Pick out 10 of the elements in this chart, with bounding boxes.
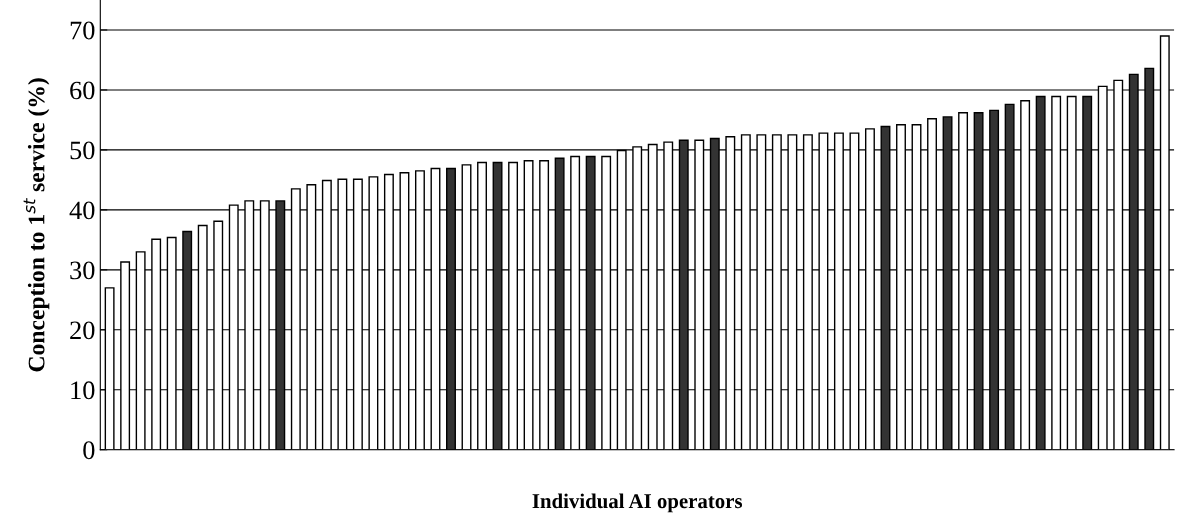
y-tick-label: 10 xyxy=(71,381,95,400)
x-axis-title: Individual AI operators xyxy=(532,493,743,513)
y-tick-label: 0 xyxy=(83,441,95,460)
y-tick-label: 30 xyxy=(70,261,95,280)
y-axis-title: Conception to 1$^{st}$ service (%) xyxy=(23,78,50,372)
y-tick-label: 70 xyxy=(70,21,95,40)
y-tick-label: 50 xyxy=(70,141,95,160)
y-tick-label: 60 xyxy=(70,81,95,100)
y-tick-label: 20 xyxy=(70,321,95,340)
y-tick-label: 40 xyxy=(69,201,95,220)
